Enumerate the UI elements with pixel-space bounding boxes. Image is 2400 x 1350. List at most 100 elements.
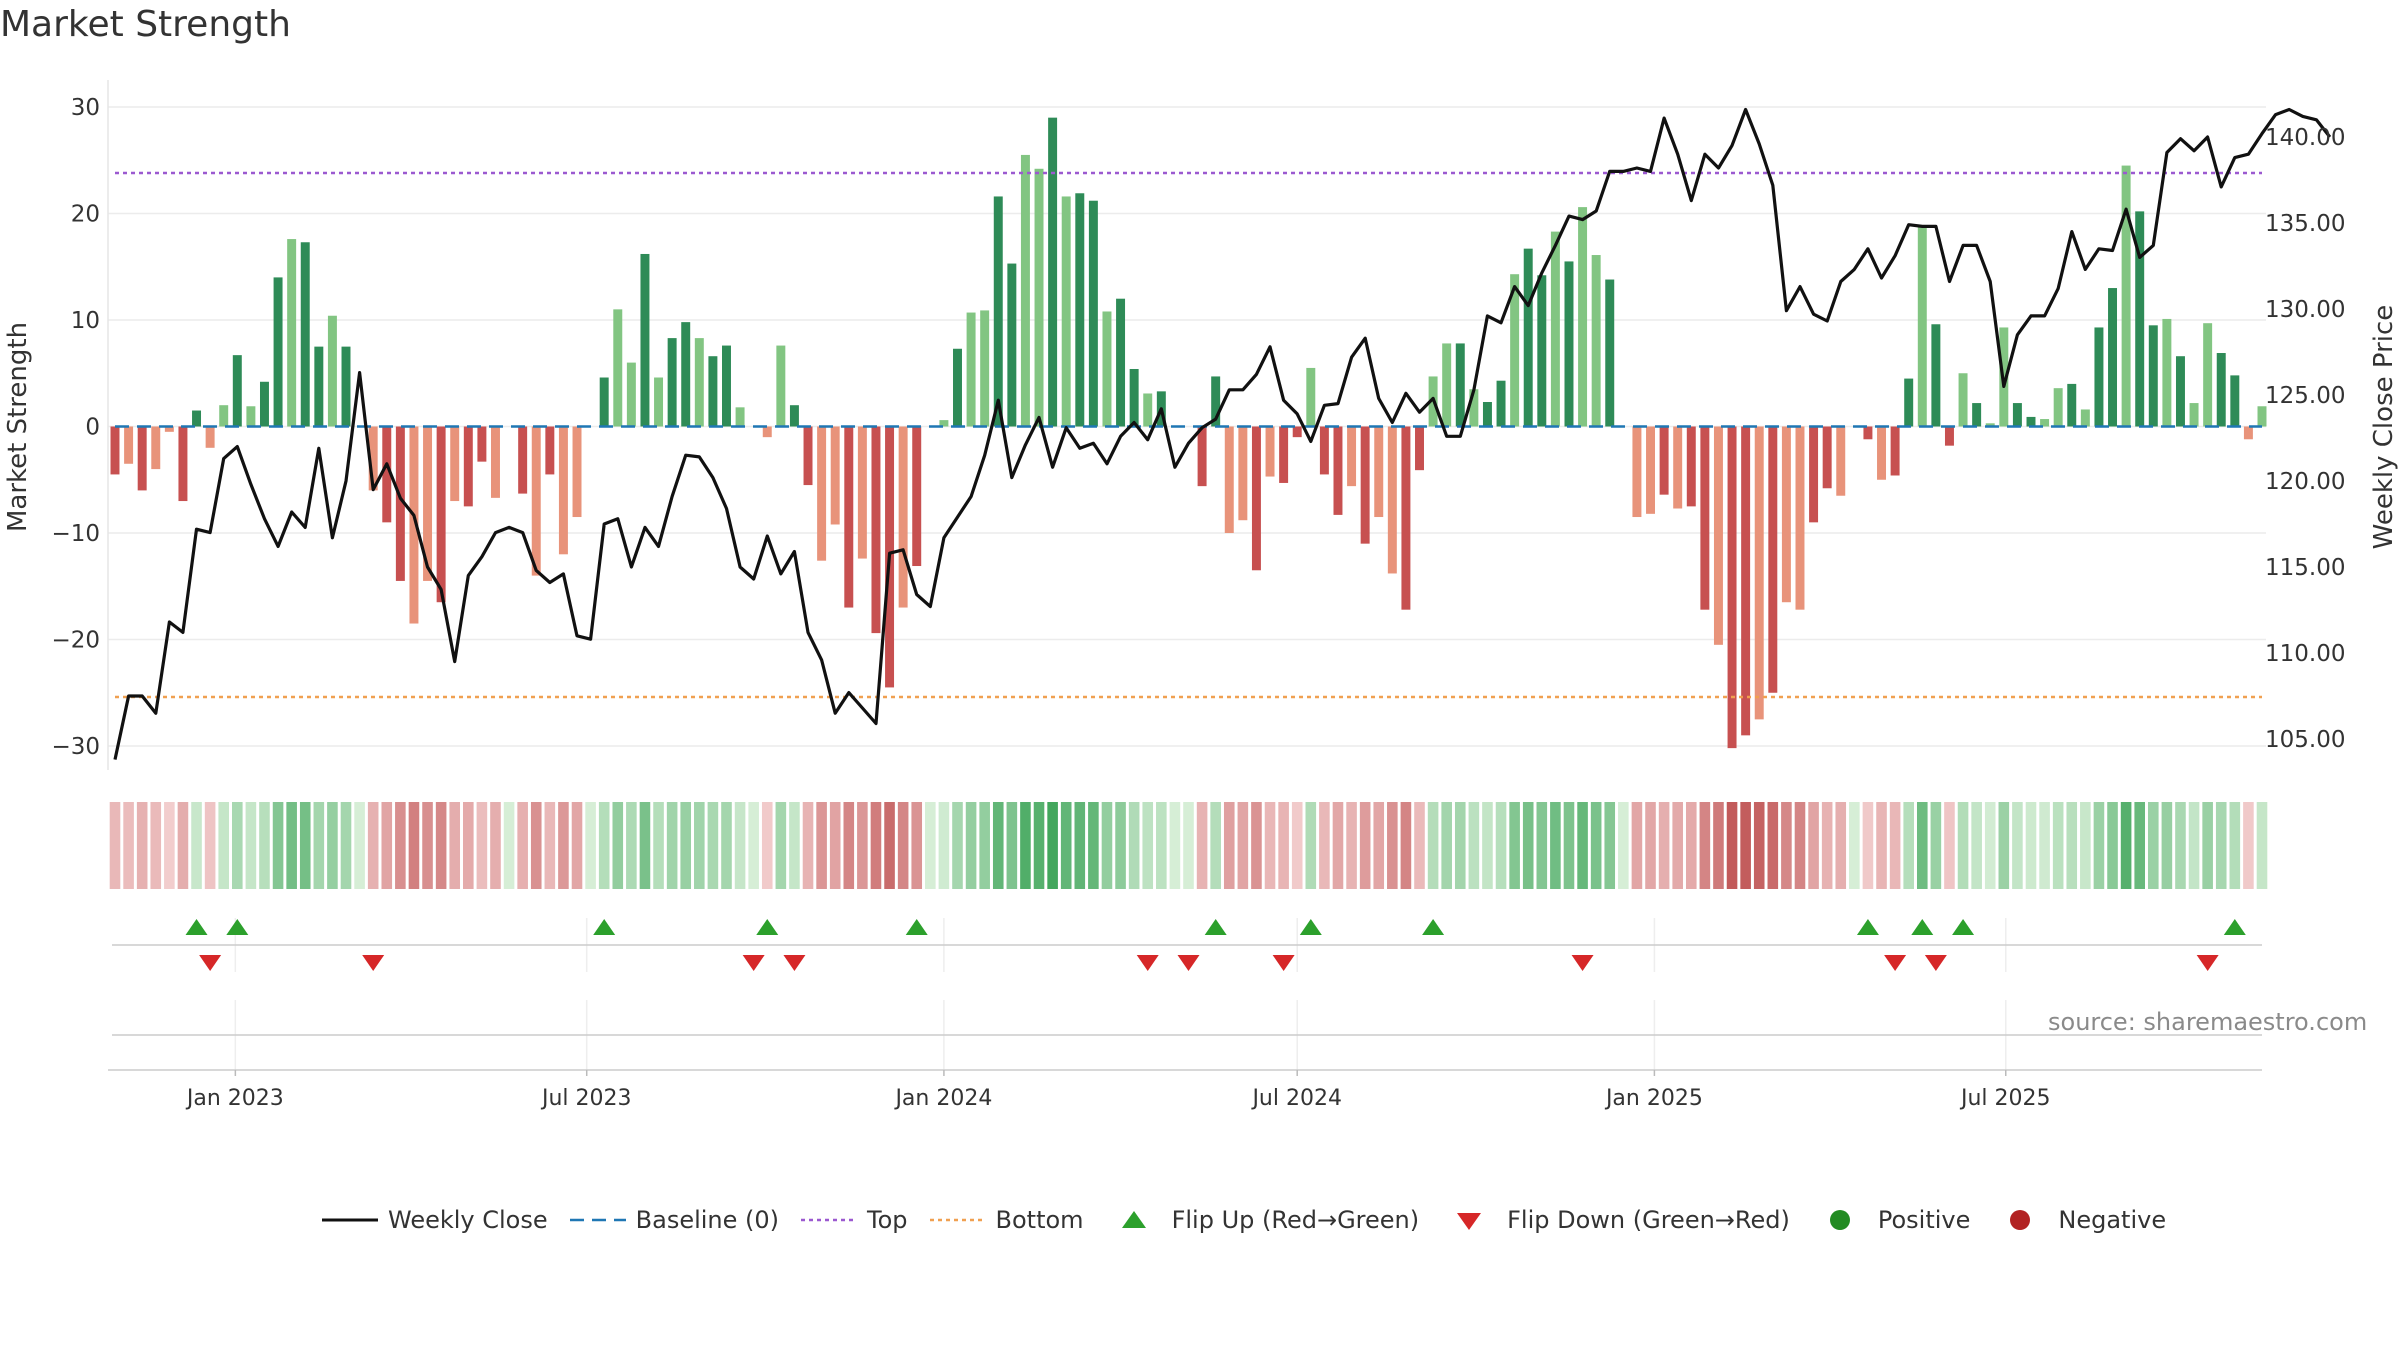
strength-bar xyxy=(151,426,161,470)
heat-cell xyxy=(1862,802,1874,889)
heat-cell xyxy=(558,802,569,889)
strength-bar xyxy=(1822,426,1832,489)
flip-up-triangle-icon xyxy=(1121,1211,1146,1228)
heat-cell xyxy=(2080,802,2091,889)
heat-cell xyxy=(245,802,257,889)
strength-bar xyxy=(1591,255,1601,427)
legend-item-bottom: Bottom xyxy=(928,1206,1084,1234)
strength-bar xyxy=(776,345,786,427)
strength-bar xyxy=(694,338,704,427)
strength-bar xyxy=(1048,117,1058,427)
strength-bar xyxy=(1061,196,1071,427)
strength-bar xyxy=(1700,426,1710,610)
heat-cell xyxy=(2012,802,2023,889)
strength-bar xyxy=(490,426,500,498)
strength-bar xyxy=(2243,426,2253,440)
strength-bar xyxy=(1931,324,1941,427)
x-tick-label: Jan 2023 xyxy=(185,1086,284,1111)
strength-bar xyxy=(1415,426,1424,471)
flip-markers xyxy=(185,919,2246,971)
strength-bar xyxy=(558,426,568,555)
strength-bar xyxy=(953,348,962,427)
strength-bar xyxy=(1088,200,1098,427)
heat-cell xyxy=(1373,802,1385,889)
heat-cell xyxy=(1210,802,1221,889)
strength-bar xyxy=(1102,311,1112,427)
strength-bar xyxy=(1347,426,1357,487)
strength-bar xyxy=(912,426,922,567)
heat-cell xyxy=(1672,802,1683,889)
heat-cell xyxy=(1128,802,1140,889)
heat-cell xyxy=(1767,802,1779,889)
heat-cell xyxy=(829,802,841,889)
strength-bar xyxy=(1904,378,1914,427)
x-tick-label: Jan 2024 xyxy=(893,1086,992,1111)
heat-cell xyxy=(1685,802,1697,889)
heat-cell xyxy=(1482,802,1493,889)
weekly-close-line xyxy=(113,107,2332,760)
strength-bar xyxy=(1469,389,1479,427)
flip-down-marker xyxy=(1924,955,1947,971)
heat-cell xyxy=(2039,802,2050,889)
flip-up-marker xyxy=(1952,919,1975,935)
strength-bar xyxy=(518,426,528,494)
strength-bar xyxy=(667,338,677,427)
strength-bar xyxy=(1292,426,1302,438)
heat-cell xyxy=(1305,802,1317,889)
chart-title: Market Strength xyxy=(0,4,291,45)
strength-bar xyxy=(110,426,120,475)
strength-bar xyxy=(232,355,242,427)
heat-cell xyxy=(639,802,651,889)
strength-bar xyxy=(939,420,949,427)
flip-down-marker xyxy=(783,955,806,971)
heat-cell xyxy=(544,802,556,889)
source-label: source: sharemaestro.com xyxy=(2048,1008,2368,1036)
strength-bar xyxy=(1143,393,1153,427)
strength-bar xyxy=(314,346,324,427)
strength-bar xyxy=(572,426,582,518)
heat-cell xyxy=(1631,802,1643,889)
y2-tick-label: 115.00 xyxy=(2265,555,2345,581)
heat-cell xyxy=(1645,802,1656,889)
strength-bar xyxy=(1646,426,1655,514)
heat-cell xyxy=(1821,802,1833,889)
heat-cell xyxy=(802,802,814,889)
strength-bar xyxy=(273,277,283,427)
heat-cell xyxy=(1006,802,1018,889)
strength-bar xyxy=(1374,426,1384,518)
positive-dot-icon xyxy=(1829,1210,1850,1230)
legend-label-weekly-close: Weekly Close xyxy=(388,1206,548,1234)
strength-bar xyxy=(1917,226,1927,427)
heat-cell xyxy=(2243,802,2254,889)
strength-bar xyxy=(1727,426,1737,749)
strength-bar xyxy=(1537,275,1547,427)
heat-cell xyxy=(707,802,719,889)
flip-down-marker xyxy=(742,955,765,971)
heat-cell xyxy=(1740,802,1751,889)
heat-cell xyxy=(598,802,610,889)
strength-bar xyxy=(844,426,854,608)
heat-cell xyxy=(2025,802,2037,889)
heat-cell xyxy=(992,802,1004,889)
heat-cell xyxy=(761,802,773,889)
y2-tick-label: 120.00 xyxy=(2265,469,2345,495)
strength-bar xyxy=(1768,426,1778,693)
legend-item-weekly-close: Weekly Close xyxy=(320,1206,548,1234)
strength-bar xyxy=(382,426,392,523)
heat-cell xyxy=(408,802,420,889)
heat-cell xyxy=(530,802,542,889)
strength-bar xyxy=(300,242,310,427)
strength-bar xyxy=(2203,323,2213,427)
heat-cell xyxy=(232,802,243,889)
heat-cell xyxy=(1142,802,1154,889)
legend: Weekly Close Baseline (0) Top Bottom Fli… xyxy=(320,1200,2186,1240)
heat-cell xyxy=(381,802,393,889)
heat-cell xyxy=(286,802,297,889)
heat-cell xyxy=(1699,802,1711,889)
strength-bar xyxy=(1632,426,1642,518)
legend-label-bottom: Bottom xyxy=(995,1206,1084,1234)
strength-bar xyxy=(762,426,772,438)
strength-bar xyxy=(1523,248,1533,427)
y-tick-label: 10 xyxy=(71,308,100,334)
gridlines xyxy=(107,80,2266,1070)
